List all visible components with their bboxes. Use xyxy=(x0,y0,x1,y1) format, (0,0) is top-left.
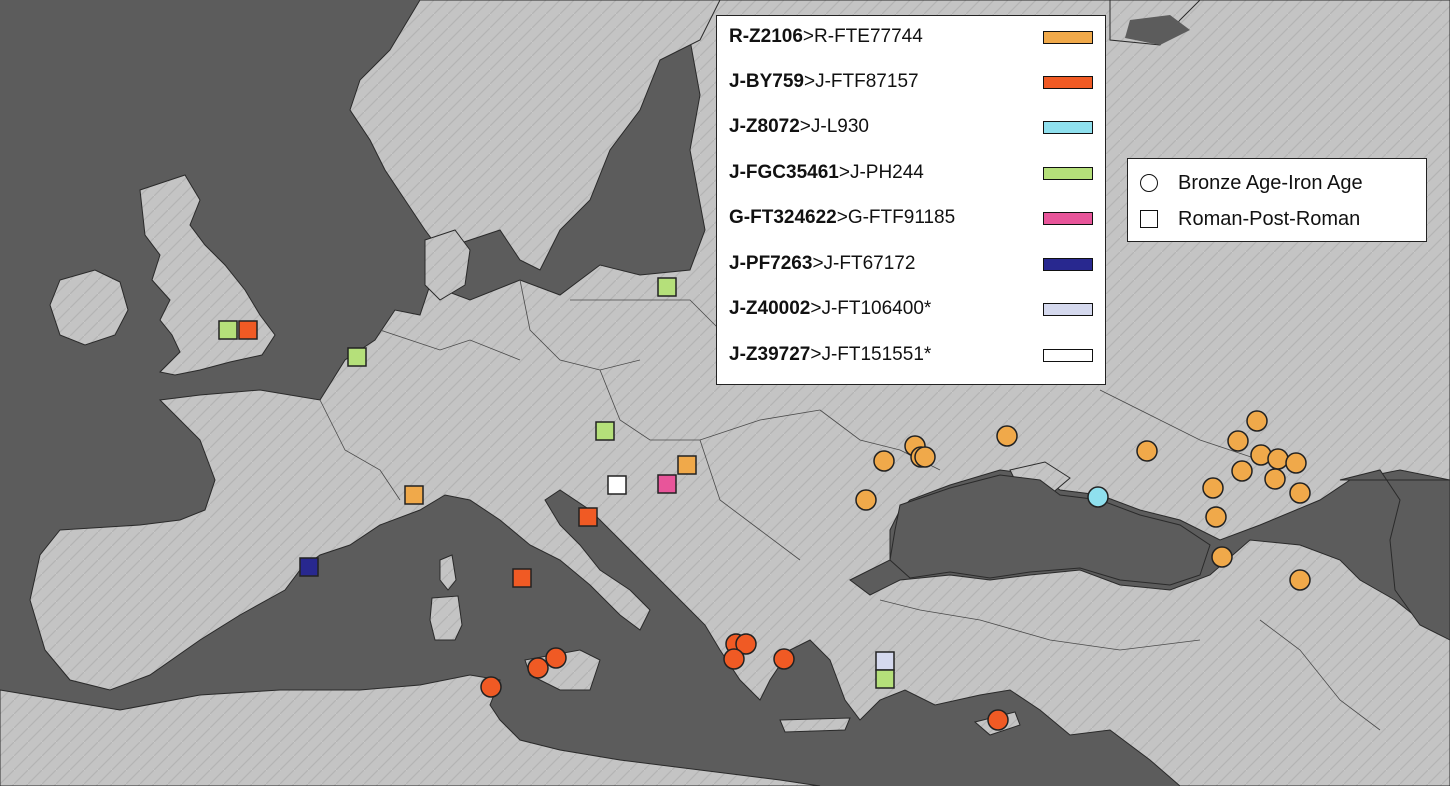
legend-label: R-Z2106>R-FTE77744 xyxy=(729,26,923,47)
legend-label: J-Z39727>J-FT151551* xyxy=(729,344,932,365)
site-marker-square xyxy=(607,475,627,495)
site-marker-circle xyxy=(735,633,757,655)
period-legend: Bronze Age-Iron Age Roman-Post-Roman xyxy=(1127,158,1427,242)
legend-row: J-FGC35461>J-PH244 xyxy=(729,158,1095,188)
legend-swatch xyxy=(1043,121,1093,134)
square-symbol xyxy=(1140,210,1158,228)
period-label: Roman-Post-Roman xyxy=(1178,208,1361,230)
legend-row: J-PF7263>J-FT67172 xyxy=(729,249,1095,279)
legend-swatch xyxy=(1043,258,1093,271)
site-marker-circle xyxy=(1227,430,1249,452)
site-marker-circle xyxy=(914,446,936,468)
legend-swatch xyxy=(1043,303,1093,316)
land-crete xyxy=(779,717,851,733)
site-marker-circle xyxy=(1087,486,1109,508)
legend-row: J-Z39727>J-FT151551* xyxy=(729,340,1095,370)
site-marker-square xyxy=(347,347,367,367)
site-marker-square xyxy=(677,455,697,475)
site-marker-circle xyxy=(873,450,895,472)
legend-row: J-BY759>J-FTF87157 xyxy=(729,67,1095,97)
site-marker-square xyxy=(578,507,598,527)
site-marker-circle xyxy=(1289,482,1311,504)
land-denmark xyxy=(424,229,471,301)
site-marker-circle xyxy=(1246,410,1268,432)
markers-layer xyxy=(218,277,1311,731)
land-scandinavia xyxy=(349,0,721,271)
legend-swatch xyxy=(1043,31,1093,44)
site-marker-circle xyxy=(480,676,502,698)
site-marker-square xyxy=(595,421,615,441)
site-marker-circle xyxy=(545,647,567,669)
land-corsica xyxy=(439,554,457,591)
lake xyxy=(1125,15,1190,45)
land-north-africa xyxy=(0,674,821,786)
site-marker-circle xyxy=(1202,477,1224,499)
legend-row: J-Z40002>J-FT106400* xyxy=(729,294,1095,324)
site-marker-square xyxy=(512,568,532,588)
site-marker-square xyxy=(404,485,424,505)
legend-swatch xyxy=(1043,167,1093,180)
site-marker-circle xyxy=(1136,440,1158,462)
legend-label: J-FGC35461>J-PH244 xyxy=(729,162,924,183)
site-marker-circle xyxy=(1289,569,1311,591)
land-ireland xyxy=(49,269,129,346)
site-marker-circle xyxy=(996,425,1018,447)
legend-label: J-Z40002>J-FT106400* xyxy=(729,298,932,319)
land-sardinia xyxy=(429,595,463,641)
legend-label: G-FT324622>G-FTF91185 xyxy=(729,207,956,228)
legend-row: J-Z8072>J-L930 xyxy=(729,112,1095,142)
site-marker-square xyxy=(238,320,258,340)
site-marker-circle xyxy=(527,657,549,679)
legend-label: J-Z8072>J-L930 xyxy=(729,116,869,137)
site-marker-circle xyxy=(1264,468,1286,490)
caspian-sea xyxy=(1339,469,1450,641)
site-marker-circle xyxy=(723,648,745,670)
site-marker-square xyxy=(299,557,319,577)
site-marker-circle xyxy=(1211,546,1233,568)
site-marker-circle xyxy=(1285,452,1307,474)
legend-swatch xyxy=(1043,76,1093,89)
period-row-bronze-iron: Bronze Age-Iron Age xyxy=(1140,168,1420,198)
site-marker-circle xyxy=(855,489,877,511)
legend-swatch xyxy=(1043,349,1093,362)
period-row-roman: Roman-Post-Roman xyxy=(1140,204,1420,234)
legend-label: J-BY759>J-FTF87157 xyxy=(729,71,919,92)
site-marker-square xyxy=(657,277,677,297)
period-label: Bronze Age-Iron Age xyxy=(1178,172,1363,194)
circle-symbol xyxy=(1140,174,1158,192)
site-marker-circle xyxy=(987,709,1009,731)
legend-label: J-PF7263>J-FT67172 xyxy=(729,253,916,274)
site-marker-circle xyxy=(1231,460,1253,482)
site-marker-square xyxy=(875,669,895,689)
legend-swatch xyxy=(1043,212,1093,225)
site-marker-square xyxy=(875,651,895,671)
haplogroup-legend: R-Z2106>R-FTE77744 J-BY759>J-FTF87157 J-… xyxy=(716,15,1106,385)
site-marker-circle xyxy=(1205,506,1227,528)
site-marker-circle xyxy=(1267,448,1289,470)
site-marker-square xyxy=(218,320,238,340)
black-sea xyxy=(889,474,1211,586)
site-marker-square xyxy=(657,474,677,494)
legend-row: G-FT324622>G-FTF91185 xyxy=(729,203,1095,233)
site-marker-circle xyxy=(773,648,795,670)
legend-row: R-Z2106>R-FTE77744 xyxy=(729,22,1095,52)
